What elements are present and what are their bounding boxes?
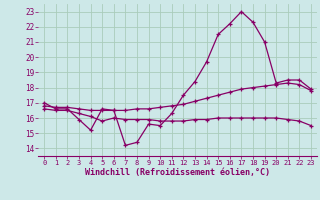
X-axis label: Windchill (Refroidissement éolien,°C): Windchill (Refroidissement éolien,°C) — [85, 168, 270, 177]
